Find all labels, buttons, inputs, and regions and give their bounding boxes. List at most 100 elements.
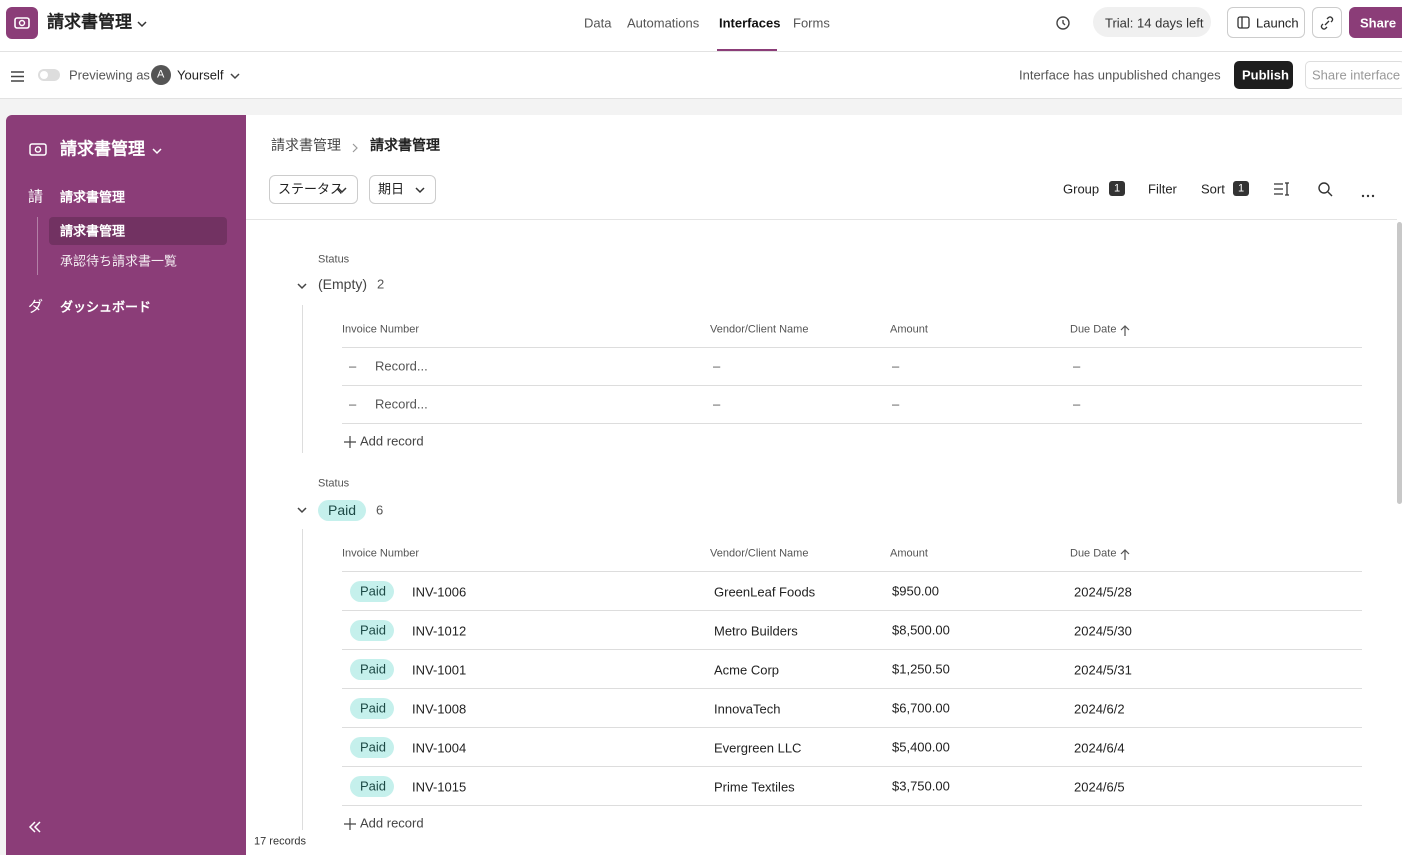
invoice-number[interactable]: INV-1012 <box>412 623 467 638</box>
collapse-sidebar[interactable] <box>28 820 42 834</box>
record-name[interactable]: Record... <box>375 396 428 412</box>
filter-button[interactable] <box>369 175 436 204</box>
sidebar-title-chevron[interactable] <box>151 144 163 156</box>
filter-toolbar-button[interactable]: Filter <box>1148 181 1177 197</box>
group-collapse[interactable] <box>296 279 308 291</box>
amount: $6,700.00 <box>892 700 950 715</box>
hamburger-button[interactable] <box>11 69 24 82</box>
status-label: Paid <box>360 778 387 793</box>
page-link[interactable]: 承認待ち請求書一覧 <box>60 253 178 269</box>
status-empty: – <box>349 358 357 374</box>
row-divider <box>342 766 1362 767</box>
count-badge-text: 1 <box>1114 182 1121 195</box>
hamburger-button-svg <box>11 71 24 82</box>
due-date: 2024/6/4 <box>1074 740 1125 755</box>
add-record-icon[interactable] <box>344 435 356 448</box>
add-record-icon-svg <box>344 818 356 830</box>
invoice-number[interactable]: INV-1004 <box>412 740 467 755</box>
breadcrumb-sep <box>351 140 359 153</box>
publish-button[interactable] <box>1234 61 1293 89</box>
add-record[interactable]: Add record <box>360 815 424 831</box>
status-pill <box>350 658 394 680</box>
avatar-initial: A <box>157 68 165 81</box>
vendor-name: GreenLeaf Foods <box>714 584 816 599</box>
link-icon-svg <box>1320 16 1334 30</box>
header-divider <box>342 347 1362 348</box>
section-icon: ダ <box>28 298 44 316</box>
sort-indicator <box>1120 324 1130 336</box>
group-field: Status <box>318 253 350 266</box>
invoice-number[interactable]: INV-1015 <box>412 779 467 794</box>
record-name[interactable]: Record... <box>375 358 428 374</box>
nav-tab[interactable]: Automations <box>627 15 700 31</box>
add-record[interactable]: Add record <box>360 433 424 449</box>
sort-indicator <box>1120 548 1130 560</box>
trial-pill[interactable] <box>1093 7 1211 37</box>
amount: $8,500.00 <box>892 622 950 637</box>
sort-indicator-svg <box>1120 325 1130 336</box>
launch-button[interactable] <box>1227 7 1305 38</box>
section-label[interactable]: 請求書管理 <box>60 189 126 205</box>
vendor-name: Acme Corp <box>714 662 780 677</box>
app-name[interactable]: 請求書管理 <box>47 12 132 32</box>
nav-tab[interactable]: Interfaces <box>719 15 781 31</box>
group-pill <box>318 500 366 521</box>
amount: $1,250.50 <box>892 661 950 676</box>
amount-empty: – <box>892 396 900 412</box>
more-button[interactable] <box>1361 186 1375 198</box>
share-interface-label: Share interface <box>1312 67 1401 83</box>
app-logo[interactable] <box>6 7 38 39</box>
launch-icon-svg <box>1237 16 1250 29</box>
breadcrumb-current: 請求書管理 <box>370 137 440 153</box>
add-record-icon[interactable] <box>344 817 356 830</box>
section-label[interactable]: ダッシュボード <box>60 299 152 315</box>
active-tab-underline <box>717 49 777 51</box>
group-collapse-svg <box>297 283 307 290</box>
group-collapse[interactable] <box>296 503 308 515</box>
row-divider <box>342 688 1362 689</box>
nav-tab[interactable]: Data <box>584 15 612 31</box>
due-date: 2024/6/2 <box>1074 701 1125 716</box>
row-height-button-svg <box>1274 182 1289 196</box>
preview-toggle-knob <box>40 71 48 79</box>
search-button[interactable] <box>1318 182 1333 197</box>
filter-chevron <box>336 183 348 195</box>
scrollbar <box>1397 222 1402 504</box>
header-divider <box>342 571 1362 572</box>
invoice-number[interactable]: INV-1008 <box>412 701 467 716</box>
status-pill <box>350 697 394 719</box>
invoice-number[interactable]: INV-1006 <box>412 584 467 599</box>
column-header: Invoice Number <box>342 547 420 560</box>
sidebar-title[interactable]: 請求書管理 <box>60 139 145 159</box>
section-icon: 請 <box>28 188 44 206</box>
history-button-svg <box>1056 16 1070 30</box>
filter-chevron-svg <box>415 187 425 194</box>
publish-label: Publish <box>1242 67 1289 83</box>
invoice-number[interactable]: INV-1001 <box>412 662 467 677</box>
status-label: Paid <box>360 583 387 598</box>
nav-tab[interactable]: Forms <box>793 15 830 31</box>
status-pill <box>350 736 394 758</box>
avatar <box>151 65 171 85</box>
page-link[interactable]: 請求書管理 <box>60 223 126 239</box>
history-button[interactable] <box>1055 15 1071 31</box>
preview-user[interactable]: Yourself <box>177 67 224 83</box>
trial-text: Trial: 14 days left <box>1105 15 1204 31</box>
more-button-svg <box>1361 194 1375 198</box>
app-menu-chevron[interactable] <box>136 17 148 29</box>
launch-label: Launch <box>1256 15 1299 31</box>
status-label: Paid <box>360 661 387 676</box>
share-interface-button[interactable] <box>1305 61 1402 89</box>
app-menu-chevron-svg <box>137 21 147 28</box>
due-date: 2024/5/30 <box>1074 623 1132 638</box>
share-button[interactable] <box>1349 7 1402 38</box>
vendor-empty: – <box>713 396 721 412</box>
breadcrumb-item[interactable]: 請求書管理 <box>271 137 341 153</box>
row-height-button[interactable] <box>1274 182 1290 196</box>
sort-button[interactable]: Sort <box>1201 181 1225 197</box>
user-chevron[interactable] <box>229 69 241 81</box>
filter-button[interactable] <box>269 175 358 204</box>
sidebar-logo <box>28 139 48 159</box>
logo-icon <box>14 17 30 29</box>
group-button[interactable]: Group <box>1063 181 1100 197</box>
